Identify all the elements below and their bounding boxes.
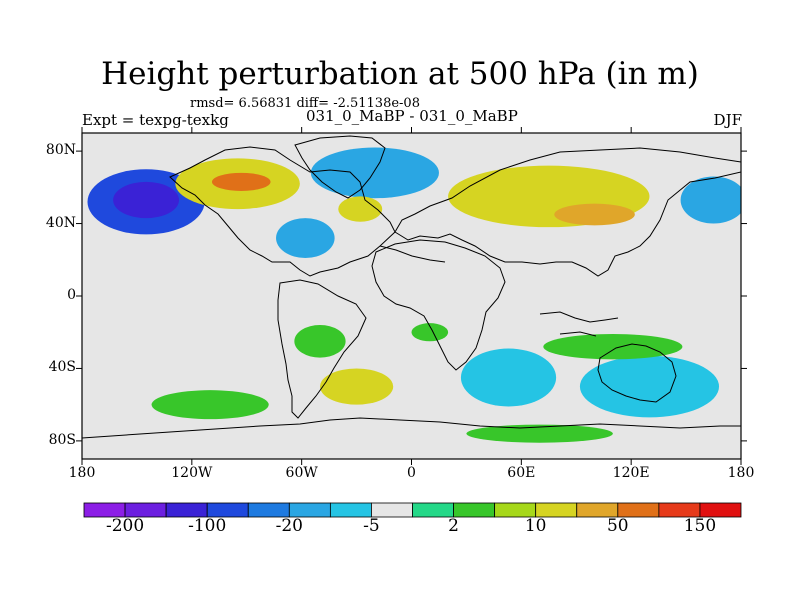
y-tick-label: 40S [48,359,76,376]
colorbar-swatch-3 [206,502,249,518]
y-tick-label: 40N [45,214,76,231]
x-tick-label: 60W [285,465,318,481]
x-tick-label: 0 [407,465,416,481]
coast-indonesia [539,311,619,337]
colorbar-swatch-1 [124,502,167,518]
anomaly-region-15 [319,368,394,405]
coast-eurasia [394,147,741,277]
colorbar-label: 150 [683,516,717,536]
colorbar-swatch-12 [576,502,619,518]
x-tick-label: 180 [727,465,755,481]
colorbar-swatch-10 [494,502,537,518]
y-tick-label: 0 [67,287,76,303]
anomaly-region-4 [276,218,335,258]
colorbar-label: -5 [363,516,380,536]
anomaly-fields [85,147,741,443]
coast-antarctica [82,417,741,439]
colorbar-label: 2 [448,516,459,536]
season-label: DJF [713,111,742,129]
colorbar-swatch-11 [535,502,578,518]
colorbar-swatch-2 [165,502,208,518]
colorbar-swatch-9 [453,502,496,518]
experiment-label: Expt = texpg-texkg [82,111,229,129]
anomaly-region-1 [113,181,180,219]
coast-antilles [379,245,446,263]
anomaly-region-17 [579,355,720,418]
colorbar-swatch-13 [617,502,660,518]
anomaly-region-13 [411,323,449,342]
anomaly-region-19 [85,373,123,418]
anomaly-region-3 [211,172,271,191]
colorbar-swatch-4 [247,502,290,518]
colorbar-swatch-0 [83,502,126,518]
run-label: 031_0_MaBP - 031_0_MaBP [306,107,518,125]
colorbar-swatch-8 [412,502,454,518]
coast-australia [597,343,677,403]
anomaly-region-16 [151,390,269,420]
chart-subtitle: rmsd= 6.56831 diff= -2.51138e-08 [190,96,420,111]
coast-north-america [169,146,396,277]
anomaly-region-6 [338,196,383,222]
colorbar-swatch-5 [288,502,331,518]
colorbar-swatch-7 [371,502,413,518]
coast-greenland [294,135,386,199]
y-tick-label: 80S [48,431,76,448]
anomaly-region-9 [548,263,659,286]
anomaly-region-12 [294,324,346,358]
chart-title: Height perturbation at 500 hPa (in m) [101,56,699,92]
colorbar [83,502,742,518]
colorbar-swatch-15 [699,502,742,518]
colorbar-label: 10 [524,516,547,536]
anomaly-region-18 [543,334,683,360]
coast-south-america [277,279,367,419]
y-tick-label: 80N [45,142,76,159]
coastlines [82,135,741,439]
colorbar-label: -100 [188,516,227,536]
colorbar-label: -20 [275,516,303,536]
anomaly-region-8 [554,203,635,226]
axis-tickmarks [76,127,747,465]
colorbar-swatch-6 [329,502,372,518]
anomaly-region-5 [310,147,439,199]
anomaly-region-10 [680,176,741,224]
anomaly-region-20 [466,424,613,443]
colorbar-swatch-14 [658,502,701,518]
x-tick-label: 60E [507,465,536,481]
coast-africa [371,239,506,371]
x-tick-label: 180 [68,465,96,481]
x-tick-label: 120W [171,465,213,481]
colorbar-label: -200 [105,516,145,536]
anomaly-region-11 [188,334,269,360]
colorbar-label: 50 [606,516,629,536]
anomaly-region-14 [460,348,557,407]
x-tick-label: 120E [612,465,650,481]
